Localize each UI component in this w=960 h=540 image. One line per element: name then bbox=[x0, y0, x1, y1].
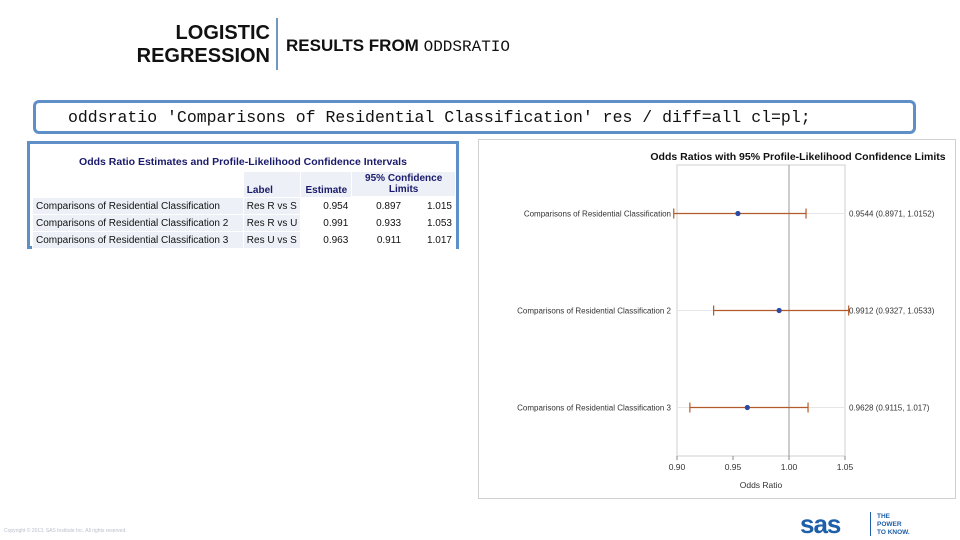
table-row: Comparisons of Residential Classificatio… bbox=[33, 215, 455, 231]
row-upper-limit: 1.053 bbox=[405, 215, 455, 231]
tagline-line1: THE bbox=[877, 513, 890, 520]
sas-wordmark: sas bbox=[800, 509, 841, 539]
odds-ratio-table: Odds Ratio Estimates and Profile-Likelih… bbox=[27, 141, 459, 249]
row-estimate: 0.991 bbox=[301, 215, 352, 231]
row-lower-limit: 0.933 bbox=[352, 215, 405, 231]
subtitle-prefix: RESULTS FROM bbox=[286, 36, 419, 55]
header-ci-line2: Limits bbox=[388, 184, 419, 195]
row-name: Comparisons of Residential Classificatio… bbox=[33, 232, 243, 248]
slide-title-line1: LOGISTIC bbox=[175, 22, 270, 44]
header-label: Label bbox=[243, 172, 301, 197]
row-lower-limit: 0.911 bbox=[352, 232, 405, 248]
subtitle-code: ODDSRATIO bbox=[423, 38, 511, 56]
x-tick-label: 0.90 bbox=[669, 462, 686, 472]
header-ci-line1: 95% Confidence bbox=[365, 173, 443, 184]
row-estimate: 0.963 bbox=[301, 232, 352, 248]
point-label: Comparisons of Residential Classificatio… bbox=[517, 307, 671, 316]
odds-ratio-chart: Odds Ratios with 95% Profile-Likelihood … bbox=[478, 139, 956, 499]
point-label: Comparisons of Residential Classificatio… bbox=[524, 210, 671, 219]
row-upper-limit: 1.017 bbox=[405, 232, 455, 248]
row-name: Comparisons of Residential Classificatio… bbox=[33, 215, 243, 231]
slide-subtitle: RESULTS FROM ODDSRATIO bbox=[286, 36, 510, 56]
point-annotation: 0.9544 (0.8971, 1.0152) bbox=[849, 210, 935, 219]
estimate-point bbox=[744, 404, 750, 411]
code-snippet: oddsratio 'Comparisons of Residential Cl… bbox=[68, 108, 811, 127]
chart-title: Odds Ratios with 95% Profile-Likelihood … bbox=[650, 151, 945, 163]
table-title: Odds Ratio Estimates and Profile-Likelih… bbox=[79, 156, 407, 168]
tagline-line2: POWER bbox=[877, 521, 902, 528]
logo-tagline: THE POWER TO KNOW. bbox=[877, 513, 937, 537]
copyright-notice: Copyright © 2013, SAS Institute Inc. All… bbox=[4, 528, 127, 534]
row-lower-limit: 0.897 bbox=[352, 198, 405, 214]
row-label: Res R vs U bbox=[243, 215, 301, 231]
table-row: Comparisons of Residential Classificatio… bbox=[33, 232, 455, 248]
point-label: Comparisons of Residential Classificatio… bbox=[517, 404, 671, 413]
estimate-point bbox=[776, 307, 782, 314]
x-tick-label: 1.00 bbox=[781, 462, 798, 472]
title-divider bbox=[276, 18, 278, 70]
table-row: Comparisons of Residential Classificatio… bbox=[33, 198, 455, 214]
logo-divider bbox=[870, 512, 871, 536]
chart-svg: Odds Ratios with 95% Profile-Likelihood … bbox=[517, 151, 946, 490]
x-axis-label: Odds Ratio bbox=[740, 480, 783, 490]
x-tick-label: 1.05 bbox=[837, 462, 854, 472]
header-blank bbox=[33, 172, 243, 197]
row-name: Comparisons of Residential Classificatio… bbox=[33, 198, 243, 214]
row-estimate: 0.954 bbox=[301, 198, 352, 214]
row-label: Res U vs S bbox=[243, 232, 301, 248]
odds-ratio-grid: Label Estimate 95% Confidence Limits Com… bbox=[32, 171, 456, 249]
estimate-point bbox=[735, 210, 741, 217]
header-estimate: Estimate bbox=[301, 172, 352, 197]
slide-title: LOGISTIC REGRESSION bbox=[100, 22, 270, 68]
slide-title-line2: REGRESSION bbox=[136, 45, 270, 67]
header-ci: 95% Confidence Limits bbox=[352, 172, 455, 196]
point-annotation: 0.9628 (0.9115, 1.017) bbox=[849, 404, 930, 413]
code-snippet-box: oddsratio 'Comparisons of Residential Cl… bbox=[33, 100, 916, 134]
row-upper-limit: 1.015 bbox=[405, 198, 455, 214]
x-tick-label: 0.95 bbox=[725, 462, 742, 472]
row-label: Res R vs S bbox=[243, 198, 301, 214]
point-annotation: 0.9912 (0.9327, 1.0533) bbox=[849, 307, 935, 316]
tagline-line3: TO KNOW. bbox=[877, 529, 910, 536]
